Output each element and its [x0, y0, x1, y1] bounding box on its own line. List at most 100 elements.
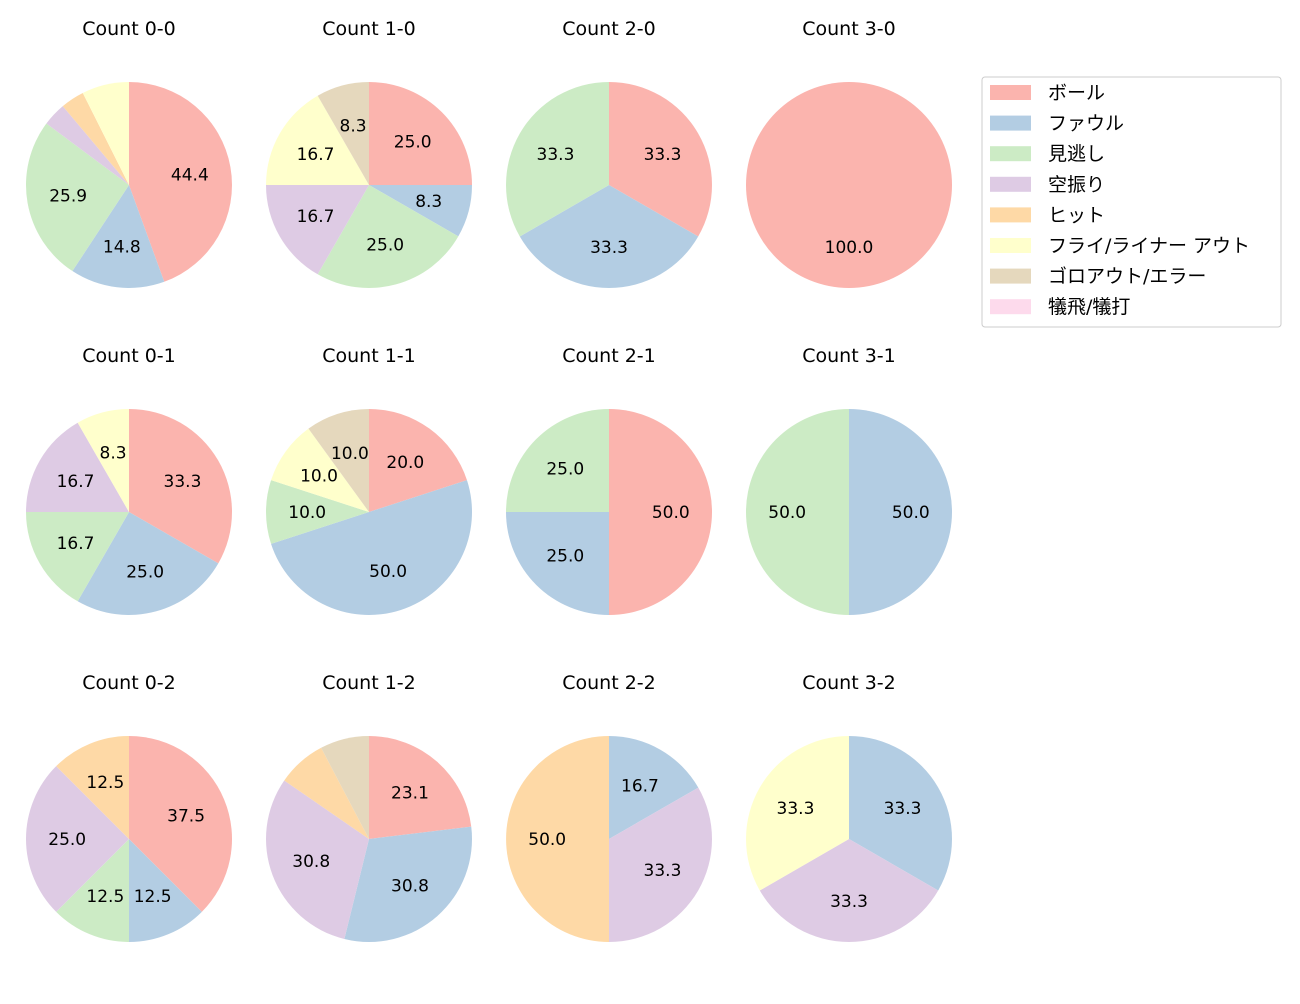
pie-slice-1	[72, 185, 165, 288]
slice-label: 23.1	[391, 784, 429, 804]
pie-title: Count 0-1	[82, 345, 176, 367]
pie-count-2-0: Count 2-0 33.3 33.3 33.3	[506, 18, 712, 288]
legend-label: フライ/ライナー アウト	[1048, 235, 1250, 257]
pie-slice-1	[271, 480, 472, 615]
slice-label: 25.0	[546, 459, 584, 479]
pie-slice-2	[26, 512, 129, 602]
pie-slice-2	[506, 409, 609, 512]
pie-slice-2	[266, 480, 369, 544]
pie-slice-0	[609, 409, 712, 615]
slice-label: 50.0	[652, 503, 690, 523]
slice-label: 16.7	[297, 145, 335, 165]
slice-label: 44.4	[171, 165, 209, 185]
slice-label: 8.3	[340, 116, 367, 136]
slice-label: 10.0	[300, 467, 338, 487]
legend-swatch	[990, 115, 1031, 131]
pie-slice-1	[369, 185, 472, 237]
legend-item: フライ/ライナー アウト	[990, 235, 1250, 257]
pie-slice-5	[82, 82, 129, 185]
slice-label: 16.7	[57, 472, 95, 492]
legend-label: ゴロアウト/エラー	[1048, 266, 1206, 288]
pie-title: Count 0-0	[82, 18, 176, 40]
slice-label: 12.5	[86, 887, 124, 907]
slice-label: 33.3	[777, 799, 815, 819]
legend-label: ファウル	[1048, 113, 1124, 135]
legend-item: ゴロアウト/エラー	[990, 266, 1206, 288]
pie-slice-4	[62, 92, 129, 185]
slice-label: 33.3	[644, 861, 682, 881]
pie-slice-3	[265, 780, 369, 940]
slice-label: 33.3	[830, 892, 868, 912]
pie-slice-1	[849, 409, 952, 615]
pie-slice-3	[759, 839, 939, 942]
pie-slice-3	[266, 185, 369, 275]
legend-frame	[981, 76, 1282, 328]
pie-count-3-2: Count 3-2 33.3 33.3 33.3	[745, 672, 952, 942]
pie-slice-1	[609, 736, 699, 839]
pie-count-3-0: Count 3-0 100.0	[746, 18, 952, 288]
pie-count-3-1: Count 3-1 50.0 50.0	[746, 345, 952, 615]
pie-slice-4	[284, 747, 369, 839]
legend-item: ファウル	[990, 113, 1124, 135]
pie-slice-3	[26, 766, 130, 912]
legend-swatch	[990, 176, 1031, 192]
pie-count-1-1: Count 1-1 20.0 50.0 10.0 10.0 10.0	[266, 345, 472, 615]
pie-slice-1	[849, 736, 952, 891]
slice-label: 33.3	[164, 472, 202, 492]
pie-title: Count 3-2	[802, 672, 896, 694]
pie-count-0-2: Count 0-2 37.5 12.5 12.5 25.0 12.5	[26, 672, 232, 942]
pie-slice-0	[129, 409, 233, 564]
pie-slice-0	[129, 736, 232, 912]
pie-slice-5	[266, 95, 369, 185]
pie-slice-0	[129, 82, 232, 282]
pie-slice-1	[519, 185, 699, 288]
slice-label: 50.0	[768, 503, 806, 523]
slice-label: 50.0	[892, 503, 930, 523]
pie-slice-2	[25, 123, 129, 272]
pie-slice-1	[77, 512, 219, 615]
pie-title: Count 2-0	[562, 18, 656, 40]
slice-label: 16.7	[621, 777, 659, 797]
legend-swatch	[990, 299, 1031, 315]
slice-label: 30.8	[391, 876, 429, 896]
pie-slice-5	[271, 428, 369, 512]
pie-count-0-0: Count 0-0 44.4 14.8 25.9	[25, 18, 232, 288]
slice-label: 50.0	[528, 830, 566, 850]
pie-title: Count 3-1	[802, 345, 896, 367]
pie-title: Count 2-2	[562, 672, 656, 694]
pie-slice-0	[746, 82, 952, 288]
legend-swatch	[990, 268, 1031, 284]
pie-title: Count 2-1	[562, 345, 656, 367]
slice-label: 14.8	[103, 237, 141, 257]
pie-slice-5	[77, 409, 129, 512]
legend-item: 見逃し	[990, 143, 1105, 165]
slice-label: 16.7	[57, 534, 95, 554]
pie-slice-1	[129, 839, 202, 942]
slice-label: 25.0	[394, 132, 432, 152]
pie-count-2-1: Count 2-1 50.0 25.0 25.0	[506, 345, 712, 615]
pie-slice-3	[26, 422, 129, 512]
legend-label: 見逃し	[1048, 143, 1105, 165]
slice-label: 25.0	[48, 830, 86, 850]
legend-swatch	[990, 85, 1031, 100]
slice-label: 25.9	[49, 187, 87, 207]
legend-label: ヒット	[1048, 204, 1105, 226]
pie-slice-6	[321, 736, 369, 839]
legend-item: ボール	[990, 82, 1105, 104]
pie-count-1-0: Count 1-025.08.325.016.716.78.3	[266, 18, 472, 289]
pie-title: Count 3-0	[802, 18, 896, 40]
slice-label: 25.0	[126, 563, 164, 583]
pie-slice-0	[369, 736, 472, 839]
legend-swatch	[990, 146, 1031, 162]
pie-slice-2	[56, 839, 130, 942]
pie-count-1-2: Count 1-2 23.1 30.8 30.8	[265, 672, 472, 942]
legend-label: ボール	[1048, 82, 1105, 104]
slice-label: 25.0	[546, 547, 584, 567]
pie-slice-0	[369, 82, 472, 185]
legend-label: 空振り	[1048, 174, 1105, 196]
pie-count-0-1: Count 0-133.325.016.716.78.3	[26, 345, 233, 615]
slice-label: 50.0	[369, 562, 407, 582]
slice-label: 33.3	[537, 145, 575, 165]
pie-slice-2	[317, 185, 459, 289]
